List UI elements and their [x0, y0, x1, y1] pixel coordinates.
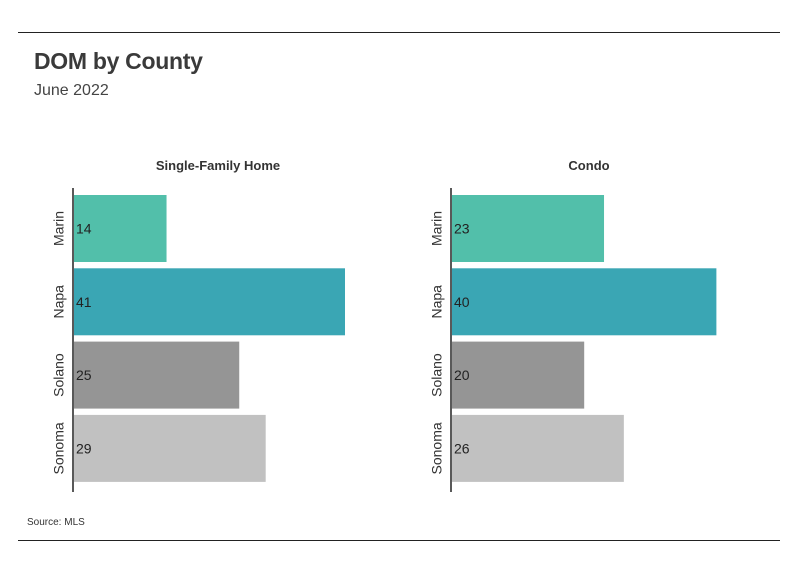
value-label-condo-napa: 40 — [454, 294, 470, 310]
category-label-condo-sonoma: Sonoma — [429, 422, 445, 474]
value-label-condo-sonoma: 26 — [454, 440, 470, 456]
category-label-single-family-napa: Napa — [51, 285, 67, 319]
category-label-single-family-marin: Marin — [51, 211, 67, 246]
value-label-single-family-marin: 14 — [76, 221, 92, 237]
bottom-rule — [18, 540, 780, 541]
value-label-single-family-sonoma: 29 — [76, 440, 92, 456]
category-label-condo-napa: Napa — [429, 285, 445, 319]
panel-title-single-family: Single-Family Home — [156, 158, 280, 173]
value-label-single-family-solano: 25 — [76, 367, 92, 383]
category-label-single-family-sonoma: Sonoma — [51, 422, 67, 474]
source-note: Source: MLS — [27, 517, 85, 528]
chart-subtitle: June 2022 — [34, 82, 109, 99]
bar-single-family-sonoma — [74, 414, 266, 482]
bar-condo-marin — [452, 195, 605, 262]
bar-condo-solano — [452, 341, 585, 409]
top-rule — [18, 32, 780, 33]
chart-title: DOM by County — [34, 48, 203, 74]
category-label-single-family-solano: Solano — [51, 353, 67, 397]
category-label-condo-solano: Solano — [429, 353, 445, 397]
bar-single-family-solano — [74, 341, 240, 409]
value-label-single-family-napa: 41 — [76, 294, 92, 310]
bar-condo-napa — [452, 268, 717, 336]
panel-title-condo: Condo — [568, 158, 609, 173]
bar-single-family-napa — [74, 268, 345, 336]
value-label-condo-marin: 23 — [454, 221, 470, 237]
bar-condo-sonoma — [452, 414, 624, 482]
bar-single-family-marin — [74, 195, 167, 262]
value-label-condo-solano: 20 — [454, 367, 470, 383]
category-label-condo-marin: Marin — [429, 211, 445, 246]
